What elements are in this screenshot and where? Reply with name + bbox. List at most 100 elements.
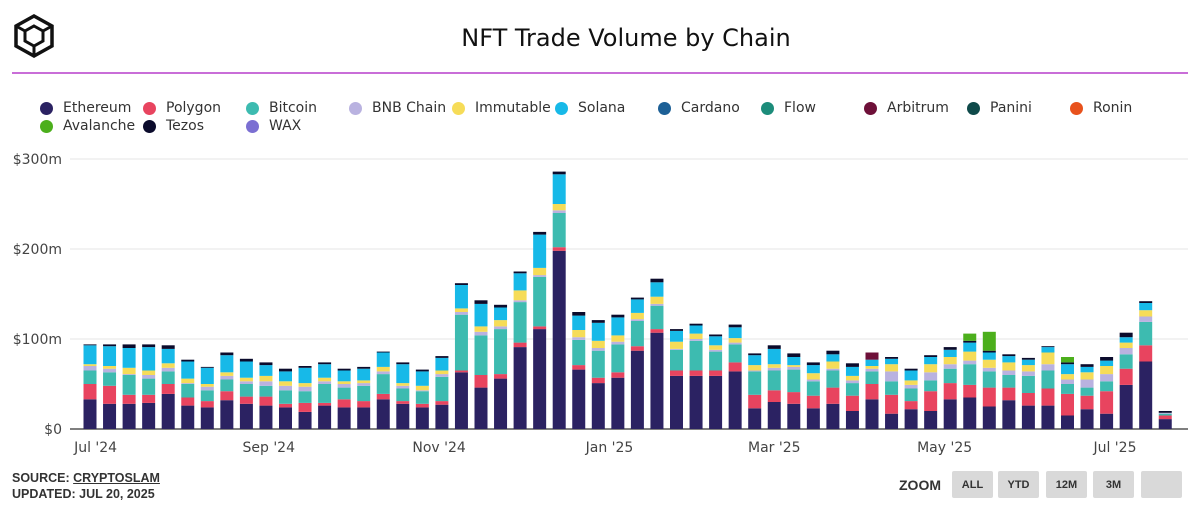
bar-segment-tezos bbox=[181, 359, 195, 362]
legend-item-arbitrum[interactable]: Arbitrum bbox=[864, 100, 949, 116]
legend-item-bitcoin[interactable]: Bitcoin bbox=[246, 100, 317, 116]
bar-segment-bnb-chain bbox=[259, 381, 273, 386]
bar-segment-polygon bbox=[533, 326, 547, 330]
x-tick-label: May '25 bbox=[917, 440, 972, 456]
bar-segment-immutable bbox=[552, 204, 566, 211]
legend-marker-icon bbox=[40, 119, 53, 133]
bar-segment-tezos bbox=[924, 355, 938, 357]
bar-segment-arbitrum bbox=[865, 352, 879, 360]
bar-segment-bnb-chain bbox=[572, 337, 586, 340]
legend-item-bnb-chain[interactable]: BNB Chain bbox=[349, 100, 446, 116]
bar-segment-polygon bbox=[220, 391, 234, 401]
bar-segment-bnb-chain bbox=[1100, 374, 1114, 382]
legend-item-immutable[interactable]: Immutable bbox=[452, 100, 551, 116]
zoom-ytd-button[interactable]: YTD bbox=[998, 471, 1039, 498]
bar-segment-solana bbox=[220, 355, 234, 373]
bar-segment-immutable bbox=[474, 326, 488, 332]
bar-segment-tezos bbox=[142, 344, 156, 348]
bar-segment-tezos bbox=[435, 356, 449, 358]
x-tick-label: Jul '25 bbox=[1092, 440, 1136, 456]
legend-item-ronin[interactable]: Ronin bbox=[1070, 100, 1132, 116]
bar-segment-bitcoin bbox=[963, 364, 977, 385]
bar-segment-ethereum bbox=[1080, 409, 1094, 429]
bar-segment-immutable bbox=[337, 381, 351, 384]
bar-segment-polygon bbox=[1158, 415, 1172, 420]
legend-label: BNB Chain bbox=[372, 100, 447, 116]
x-tick-label: Jul '24 bbox=[73, 440, 117, 456]
legend-item-tezos[interactable]: Tezos bbox=[143, 118, 204, 134]
bar-segment-tezos bbox=[357, 366, 371, 369]
zoom-12m-button[interactable]: 12M bbox=[1046, 471, 1087, 498]
bar-segment-bnb-chain bbox=[1041, 364, 1055, 371]
bar-segment-bnb-chain bbox=[337, 384, 351, 388]
bar-segment-ethereum bbox=[963, 397, 977, 429]
legend-item-flow[interactable]: Flow bbox=[761, 100, 816, 116]
legend-label: Immutable bbox=[475, 100, 551, 116]
bar-segment-polygon bbox=[572, 365, 586, 370]
bar-segment-polygon bbox=[552, 247, 566, 251]
bar-segment-tezos bbox=[689, 323, 703, 326]
legend-label: Ronin bbox=[1093, 100, 1133, 116]
bar-segment-tezos bbox=[767, 345, 781, 349]
bar-segment-bitcoin bbox=[220, 379, 234, 392]
bar-segment-immutable bbox=[1119, 342, 1133, 348]
zoom-blank-button[interactable] bbox=[1141, 471, 1182, 498]
bar-segment-bnb-chain bbox=[630, 319, 644, 321]
bar-segment-immutable bbox=[709, 345, 723, 350]
bar-segment-polygon bbox=[142, 394, 156, 403]
bar-segment-solana bbox=[1119, 337, 1133, 343]
bar-segment-solana bbox=[787, 357, 801, 366]
bar-segment-bnb-chain bbox=[709, 349, 723, 352]
x-tick-label: Nov '24 bbox=[412, 440, 466, 456]
bar-segment-immutable bbox=[298, 383, 312, 387]
bar-segment-bitcoin bbox=[1100, 381, 1114, 392]
bar-segment-bitcoin bbox=[474, 335, 488, 375]
bar-segment-immutable bbox=[1002, 362, 1016, 371]
bar-segment-tezos bbox=[904, 368, 918, 371]
bar-segment-ethereum bbox=[787, 403, 801, 429]
bar-segment-solana bbox=[611, 317, 625, 336]
legend-item-solana[interactable]: Solana bbox=[555, 100, 625, 116]
legend-item-panini[interactable]: Panini bbox=[967, 100, 1032, 116]
bar-segment-bnb-chain bbox=[435, 374, 449, 377]
bar-segment-immutable bbox=[885, 364, 899, 372]
bar-segment-bnb-chain bbox=[885, 371, 899, 382]
bar-segment-bitcoin bbox=[1119, 354, 1133, 369]
bar-segment-tezos bbox=[454, 283, 468, 285]
bar-segment-immutable bbox=[748, 365, 762, 371]
bar-segment-bnb-chain bbox=[1061, 379, 1074, 384]
bar-segment-bnb-chain bbox=[181, 383, 195, 384]
bar-segment-tezos bbox=[670, 329, 683, 331]
bar-segment-bitcoin bbox=[572, 339, 586, 366]
bar-segment-ethereum bbox=[474, 387, 488, 429]
legend-item-ethereum[interactable]: Ethereum bbox=[40, 100, 131, 116]
bar-segment-ethereum bbox=[1119, 384, 1133, 429]
source-link[interactable]: CRYPTOSLAM bbox=[73, 471, 160, 485]
legend-marker-icon bbox=[40, 101, 53, 115]
bar-segment-bnb-chain bbox=[982, 367, 996, 372]
bar-segment-immutable bbox=[1080, 372, 1094, 380]
zoom-all-button[interactable]: ALL bbox=[952, 471, 993, 498]
bar-segment-immutable bbox=[357, 380, 371, 384]
bar-segment-ethereum bbox=[904, 409, 918, 429]
bar-segment-tezos bbox=[611, 314, 625, 318]
bar-segment-immutable bbox=[318, 377, 332, 382]
bar-segment-polygon bbox=[337, 399, 351, 408]
bar-segment-bitcoin bbox=[630, 321, 644, 347]
bar-segment-bnb-chain bbox=[806, 379, 820, 382]
bar-segment-ethereum bbox=[826, 403, 840, 429]
bar-segment-ethereum bbox=[748, 408, 762, 429]
legend-item-cardano[interactable]: Cardano bbox=[658, 100, 740, 116]
bar-segment-bnb-chain bbox=[122, 374, 136, 375]
legend-item-avalanche[interactable]: Avalanche bbox=[40, 118, 135, 134]
bar-segment-immutable bbox=[787, 365, 801, 367]
bar-segment-bnb-chain bbox=[787, 366, 801, 370]
bar-segment-bitcoin bbox=[1158, 413, 1172, 416]
bar-segment-polygon bbox=[806, 395, 820, 409]
zoom-3m-button[interactable]: 3M bbox=[1093, 471, 1134, 498]
bar-segment-solana bbox=[1080, 366, 1094, 373]
bar-segment-tezos bbox=[885, 357, 899, 359]
legend-item-polygon[interactable]: Polygon bbox=[143, 100, 221, 116]
legend-item-wax[interactable]: WAX bbox=[246, 118, 301, 134]
bar-segment-solana bbox=[279, 371, 292, 382]
